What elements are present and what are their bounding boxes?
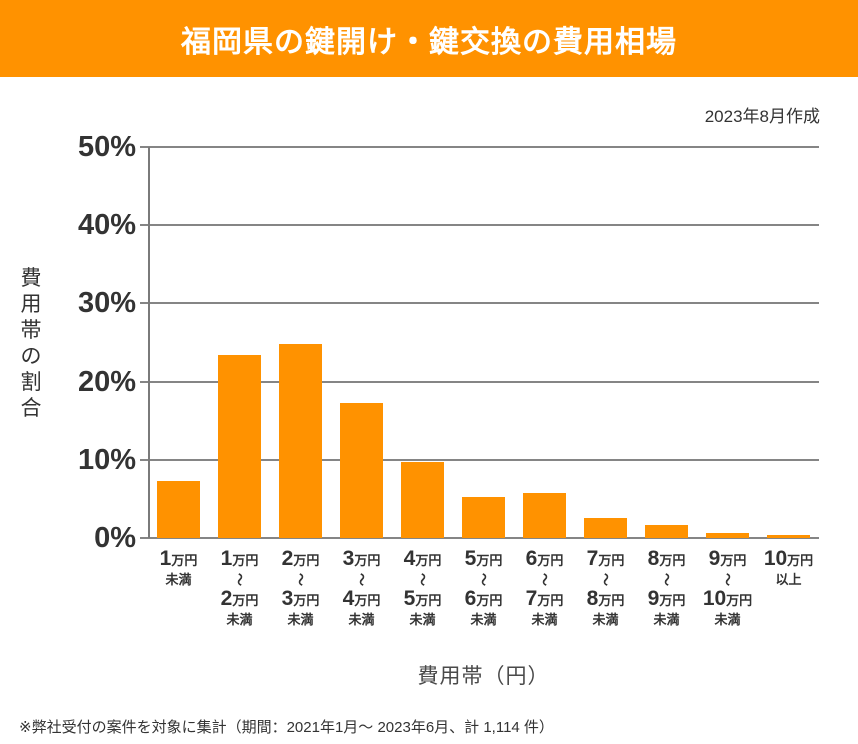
title-banner: 福岡県の鍵開け・鍵交換の費用相場 (0, 0, 858, 77)
x-tick-label-5万円～6万円未満: 5万円～ 6万円 未満 (464, 547, 503, 627)
footer-note: ※弊社受付の案件を対象に集計（期間：2021年1月～ 2023年6月、計 1,1… (19, 719, 554, 736)
gridline-40% (140, 224, 819, 227)
bar-6万円～7万円未満 (523, 492, 566, 538)
y-tick-label-30%: 30% (77, 287, 136, 320)
bar-5万円～6万円未満 (462, 497, 505, 538)
x-tick-label-1万円未満: 1万円 未満 (159, 547, 198, 587)
x-tick-label-7万円～8万円未満: 7万円～ 8万円 未満 (586, 547, 625, 627)
x-tick-label-8万円～9万円未満: 8万円～ 9万円 未満 (647, 547, 686, 627)
bar-1万円～2万円未満 (218, 355, 261, 538)
x-tick-label-6万円～7万円未満: 6万円～ 7万円 未満 (525, 547, 564, 627)
page-title: 福岡県の鍵開け・鍵交換の費用相場 (181, 25, 677, 59)
bar-10万円以上 (767, 534, 810, 538)
gridline-20% (140, 380, 819, 383)
bar-4万円～5万円未満 (401, 462, 444, 538)
bar-1万円未満 (157, 480, 200, 538)
gridline-10% (140, 458, 819, 461)
y-tick-label-20%: 20% (77, 365, 136, 398)
bar-8万円～9万円未満 (645, 524, 688, 538)
y-axis-title: 費用帯の割合 (20, 267, 42, 420)
bar-chart-plot-area (140, 146, 819, 539)
x-tick-label-1万円～2万円未満: 1万円～ 2万円 未満 (220, 547, 259, 627)
x-axis-title: 費用帯（円） (417, 665, 550, 688)
bar-7万円～8万円未満 (584, 517, 627, 538)
bar-3万円～4万円未満 (340, 402, 383, 538)
x-tick-label-4万円～5万円未満: 4万円～ 5万円 未満 (403, 547, 442, 627)
x-tick-label-3万円～4万円未満: 3万円～ 4万円 未満 (342, 547, 381, 627)
y-tick-label-10%: 10% (77, 443, 136, 476)
bar-9万円～10万円未満 (706, 533, 749, 538)
y-tick-label-0%: 0% (94, 522, 136, 554)
x-tick-label-10万円以上: 10万円 以上 (763, 547, 814, 587)
y-tick-label-50%: 50% (77, 131, 136, 163)
gridline-50% (140, 146, 819, 148)
x-tick-label-2万円～3万円未満: 2万円～ 3万円 未満 (281, 547, 320, 627)
gridline-0% (140, 537, 819, 539)
gridline-30% (140, 302, 819, 305)
bar-2万円～3万円未満 (279, 344, 322, 538)
y-axis-line (148, 147, 150, 538)
x-tick-label-9万円～10万円未満: 9万円～ 10万円 未満 (702, 547, 753, 627)
created-date: 2023年8月作成 (704, 107, 820, 126)
y-tick-label-40%: 40% (77, 209, 136, 242)
